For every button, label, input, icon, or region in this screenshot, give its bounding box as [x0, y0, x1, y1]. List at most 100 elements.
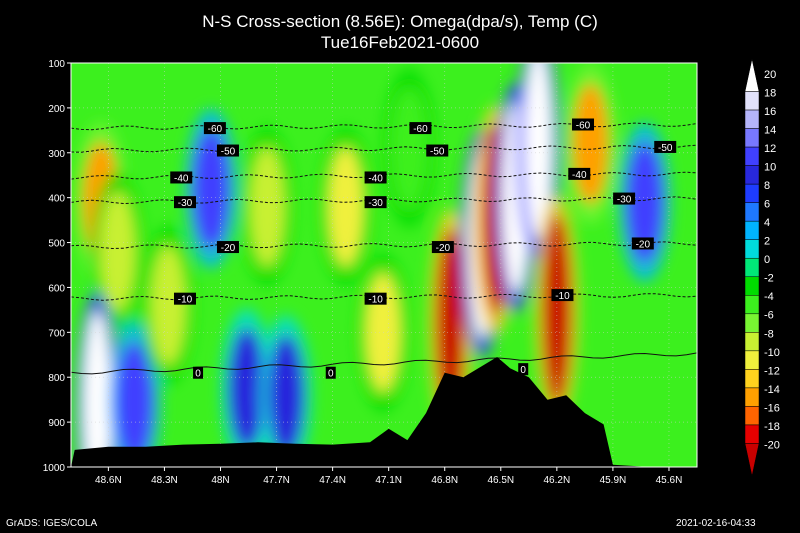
colorbar-swatch-19 — [744, 424, 760, 444]
colorbar-cap-top — [744, 58, 760, 92]
contour-label-bg-15 — [173, 292, 196, 305]
contour-label-7: -40 — [368, 173, 383, 184]
contour-label-17: -10 — [555, 291, 570, 302]
y-tick-label-7: 800 — [48, 373, 65, 384]
y-tick-label-2: 300 — [48, 149, 65, 160]
contour-label-bg-6 — [170, 171, 193, 184]
x-tick-label-2: 48N — [211, 475, 229, 486]
y-tick-label-3: 400 — [48, 194, 65, 205]
omega-core-4 — [116, 341, 153, 462]
y-tick-label-1: 200 — [48, 104, 65, 115]
contour-label-20: 0 — [520, 365, 526, 376]
x-tick-label-6: 46.8N — [431, 475, 458, 486]
omega-core-2 — [193, 128, 230, 249]
contour-label-12: -20 — [221, 243, 236, 254]
contour-label-bg-14 — [631, 237, 654, 250]
contour-label-bg-20 — [518, 363, 529, 376]
contour-label-bg-10 — [364, 196, 387, 209]
colorbar-swatch-3 — [744, 128, 760, 148]
omega-core-9 — [327, 146, 364, 267]
colorbar-label-18: -16 — [764, 402, 780, 414]
colorbar-swatch-18 — [744, 406, 760, 426]
omega-core-17 — [572, 83, 609, 204]
contour-label-bg-8 — [568, 167, 591, 180]
y-tick-label-4: 500 — [48, 239, 65, 250]
x-tick-label-5: 47.1N — [375, 475, 402, 486]
colorbar-label-17: -14 — [764, 384, 780, 396]
colorbar: 20181614121086420-2-4-6-8-10-12-14-16-18… — [744, 58, 780, 477]
contour-label-0: -60 — [208, 124, 223, 135]
contour-label-bg-12 — [216, 241, 239, 254]
contour-label-6: -40 — [174, 173, 189, 184]
contour-label-bg-11 — [613, 192, 636, 205]
contour-label-1: -60 — [413, 124, 428, 135]
colorbar-label-16: -12 — [764, 365, 780, 377]
colorbar-label-15: -10 — [764, 347, 780, 359]
colorbar-swatch-2 — [744, 109, 760, 129]
colorbar-swatch-9 — [744, 239, 760, 259]
contour-label-bg-4 — [426, 144, 449, 157]
colorbar-label-2: 16 — [764, 106, 776, 118]
colorbar-label-19: -18 — [764, 421, 780, 433]
omega-core-8 — [249, 146, 286, 267]
colorbar-label-6: 8 — [764, 180, 770, 192]
colorbar-swatch-11 — [744, 276, 760, 296]
contour-label-9: -30 — [178, 198, 193, 209]
colorbar-label-13: -6 — [764, 310, 774, 322]
omega-core-5 — [150, 245, 187, 366]
contour-label-3: -50 — [221, 147, 236, 158]
contour-label-13: -20 — [436, 243, 451, 254]
colorbar-swatch-1 — [744, 91, 760, 111]
x-tick-label-8: 46.2N — [544, 475, 571, 486]
x-tick-label-1: 48.3N — [151, 475, 178, 486]
terrain — [71, 357, 697, 467]
contour-label-4: -50 — [430, 147, 445, 158]
colorbar-cap-bottom — [744, 443, 760, 477]
plot-frame — [70, 62, 698, 468]
axes: 48.6N 48.3N 48N 47.7N 47.4N 47.1N 46.8N 46.5N 46… — [43, 59, 683, 486]
omega-core-1 — [99, 191, 136, 312]
omega-core-19 — [391, 88, 428, 209]
colorbar-label-8: 4 — [764, 217, 770, 229]
contour-label-18: 0 — [195, 369, 201, 380]
contour-label-bg-16 — [364, 292, 387, 305]
colorbar-label-0: 20 — [764, 69, 776, 81]
credit-label: GrADS: IGES/COLA — [6, 518, 98, 529]
omega-core-18 — [626, 142, 663, 263]
contour-label-bg-7 — [364, 171, 387, 184]
contour-label-2: -60 — [576, 120, 591, 131]
colorbar-swatch-5 — [744, 165, 760, 185]
contour-label-bg-9 — [173, 196, 196, 209]
colorbar-label-14: -8 — [764, 328, 774, 340]
colorbar-swatch-17 — [744, 387, 760, 407]
omega-core-3 — [83, 311, 112, 467]
y-tick-label-5: 600 — [48, 283, 65, 294]
temperature-contours — [71, 122, 697, 375]
contour-label-bg-3 — [216, 144, 239, 157]
colorbar-swatch-12 — [744, 295, 760, 315]
colorbar-label-1: 18 — [764, 87, 776, 99]
contour-label-15: -10 — [178, 295, 193, 306]
omega-core-11 — [436, 228, 465, 419]
colorbar-swatch-15 — [744, 350, 760, 370]
colorbar-swatch-16 — [744, 369, 760, 389]
contour-label-8: -40 — [572, 170, 587, 181]
contour-label-5: -50 — [658, 143, 673, 154]
colorbar-swatch-13 — [744, 313, 760, 333]
grid-lines — [71, 63, 697, 467]
colorbar-label-3: 14 — [764, 124, 776, 136]
contour-label-bg-18 — [193, 366, 204, 379]
contour-label-bg-1 — [409, 122, 432, 135]
contour-label-bg-17 — [551, 289, 574, 302]
contour-labels: -60 -60 -60 -50 -50 -50 -40 -40 -40 -30 -30 -30 -20 -… — [170, 118, 677, 380]
x-tick-label-7: 46.5N — [487, 475, 514, 486]
contour-label-bg-13 — [431, 241, 454, 254]
contour-0 — [71, 352, 697, 375]
y-tick-label-8: 900 — [48, 418, 65, 429]
colorbar-swatch-6 — [744, 183, 760, 203]
colorbar-swatch-7 — [744, 202, 760, 222]
colorbar-label-7: 6 — [764, 199, 770, 211]
colorbar-label-5: 10 — [764, 162, 776, 174]
terrain-mask — [71, 357, 697, 467]
